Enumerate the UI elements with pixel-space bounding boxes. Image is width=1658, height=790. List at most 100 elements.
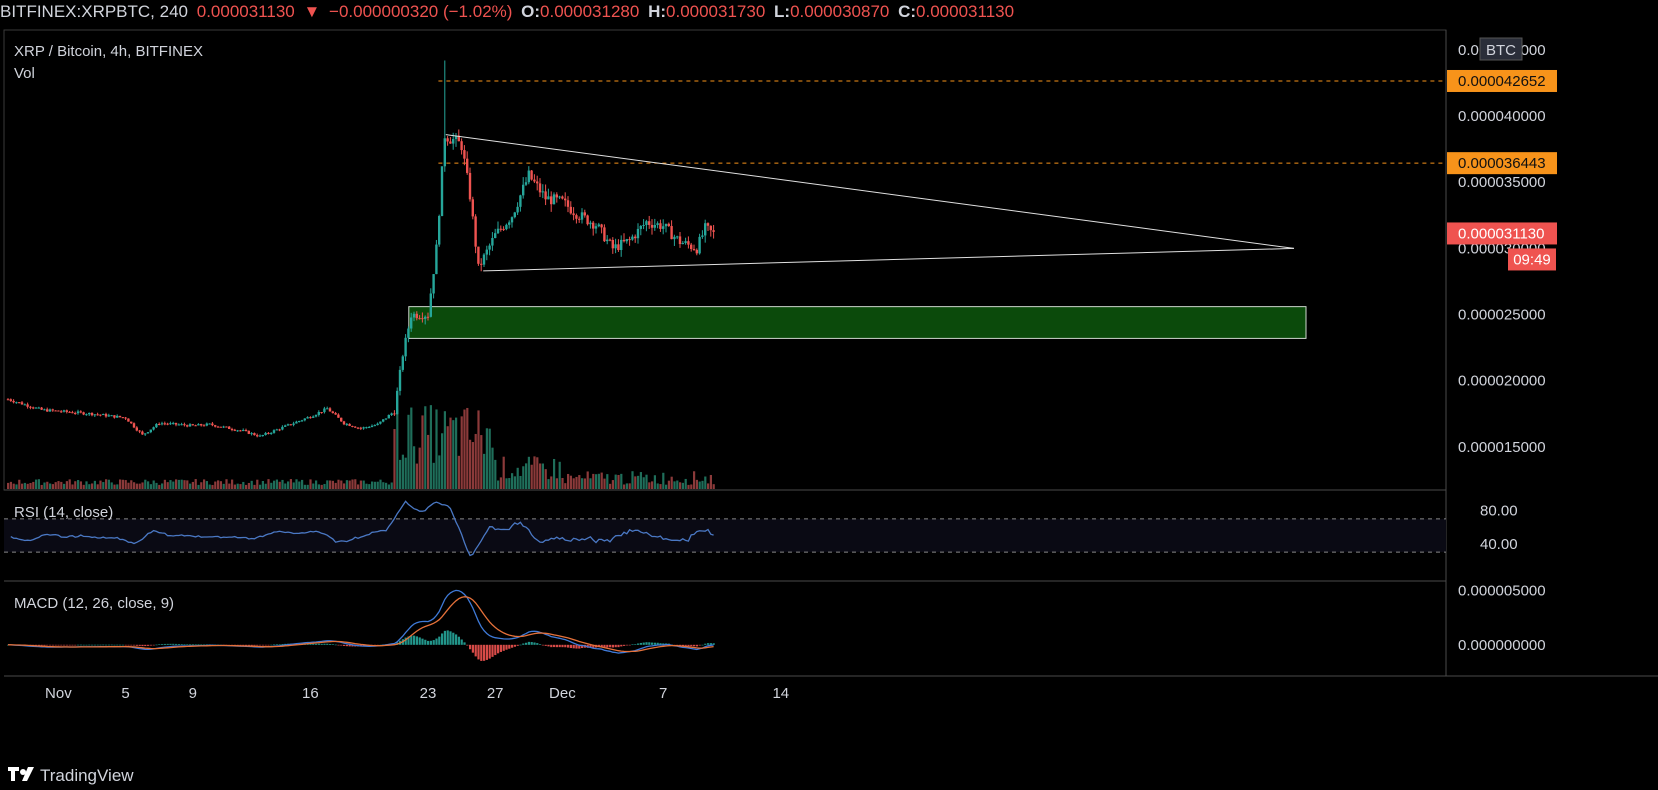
main-pane-frame: [3, 29, 1447, 491]
candle-body: [146, 432, 150, 434]
volume-bar: [270, 482, 273, 489]
candle-body: [163, 423, 166, 425]
candle-body: [323, 408, 326, 413]
currency-badge[interactable]: BTC: [1479, 37, 1523, 61]
volume-bar: [385, 482, 388, 489]
volume-bar: [275, 479, 278, 489]
x-tick-label: 23: [420, 685, 437, 702]
volume-bar: [12, 483, 15, 489]
volume-bar: [698, 481, 701, 489]
volume-bar: [133, 482, 136, 489]
volume-bar: [530, 464, 533, 489]
macd-histogram-bar: [267, 644, 270, 646]
candle-body: [457, 135, 460, 142]
volume-bar: [583, 478, 586, 489]
candle-body: [569, 206, 572, 214]
macd-histogram-bar: [329, 643, 332, 645]
volume-bar: [35, 479, 38, 489]
candle-body: [93, 414, 96, 416]
macd-histogram-bar: [449, 631, 452, 645]
macd-histogram-bar: [511, 644, 514, 648]
candle-body: [351, 425, 354, 427]
x-axis[interactable]: Nov 5 9 16 23 27 Dec 7 14: [45, 685, 789, 702]
volume-bar: [648, 482, 651, 489]
candle-body: [704, 223, 707, 236]
candle-body: [603, 227, 606, 242]
macd-histogram-bar: [471, 644, 474, 653]
candle-body: [499, 228, 502, 230]
volume-bar: [301, 479, 304, 489]
high-label: H:: [648, 2, 667, 21]
candle-body: [502, 228, 505, 230]
volume-bar: [247, 482, 250, 489]
candle-body: [608, 239, 612, 241]
volume-bar: [200, 482, 203, 489]
volume-bar: [231, 479, 234, 489]
macd-histogram-bar: [536, 643, 539, 645]
support-zone[interactable]: [408, 306, 1307, 339]
candle-body: [606, 239, 609, 242]
candle-body: [412, 313, 416, 318]
candle-body: [522, 184, 525, 196]
macd-signal-line: [8, 596, 714, 653]
macd-histogram-bar: [85, 644, 88, 646]
candle-body: [390, 413, 393, 415]
volume-bar: [525, 463, 528, 489]
volume-bar: [684, 478, 687, 489]
volume-bar: [191, 481, 194, 489]
macd-histogram-bar: [634, 644, 637, 645]
candle-body: [152, 427, 155, 430]
volume-bar: [121, 479, 124, 489]
candle-body: [362, 427, 365, 429]
macd-histogram-bar: [343, 644, 346, 646]
macd-histogram-bar: [239, 644, 242, 646]
macd-histogram-bar: [121, 644, 124, 646]
symbol-name[interactable]: BITFINEX:XRPBTC, 240: [0, 2, 188, 21]
resistance-price-label-2: 0.000036443: [1458, 155, 1546, 172]
volume-bar: [172, 481, 175, 489]
candle-body: [340, 417, 343, 422]
macd-histogram-bar: [197, 644, 200, 646]
rsi-line: [10, 500, 714, 557]
volume-bars: [7, 405, 715, 489]
candle-body: [625, 239, 628, 242]
candle-body: [645, 221, 648, 225]
volume-bar: [312, 483, 315, 489]
main-pane-title: XRP / Bitcoin, 4h, BITFINEX: [14, 43, 203, 60]
symmetrical-triangle[interactable]: [445, 134, 1295, 272]
volume-bar: [575, 476, 578, 489]
volume-bar: [561, 478, 564, 489]
price-chart[interactable]: 0.0000450000.0000400000.0000350000.00003…: [0, 0, 1658, 764]
candle-body: [620, 239, 623, 251]
volume-bar: [452, 420, 455, 489]
candle-body: [32, 407, 35, 409]
volume-bar: [264, 483, 267, 489]
volume-bar: [315, 480, 318, 489]
volume-bar: [396, 409, 399, 489]
macd-histogram-bar: [623, 644, 626, 646]
macd-histogram-bar: [606, 644, 609, 648]
candle-body: [127, 418, 130, 422]
macd-histogram-bar: [452, 632, 455, 645]
volume-bar: [245, 484, 248, 489]
tradingview-brand[interactable]: TradingView: [8, 766, 134, 786]
candle-body: [527, 170, 530, 183]
candle-body: [650, 224, 654, 228]
candle-body: [611, 239, 614, 249]
volume-bar: [259, 484, 262, 489]
volume-bar: [597, 473, 600, 489]
macd-histogram-bar: [54, 644, 57, 646]
volume-bar: [189, 483, 192, 489]
y-axis[interactable]: 0.0000450000.0000400000.0000350000.00003…: [1447, 42, 1557, 654]
candle-body: [578, 218, 581, 220]
macd-histogram-bar: [480, 644, 483, 661]
candle-body: [684, 241, 687, 244]
volume-bar: [516, 467, 519, 489]
candle-body: [334, 413, 337, 415]
candle-body: [124, 417, 127, 419]
volume-bar: [617, 474, 620, 489]
candle-body: [219, 426, 222, 428]
volume-bar: [541, 463, 544, 489]
volume-bar: [410, 407, 413, 489]
volume-bar: [102, 482, 105, 489]
